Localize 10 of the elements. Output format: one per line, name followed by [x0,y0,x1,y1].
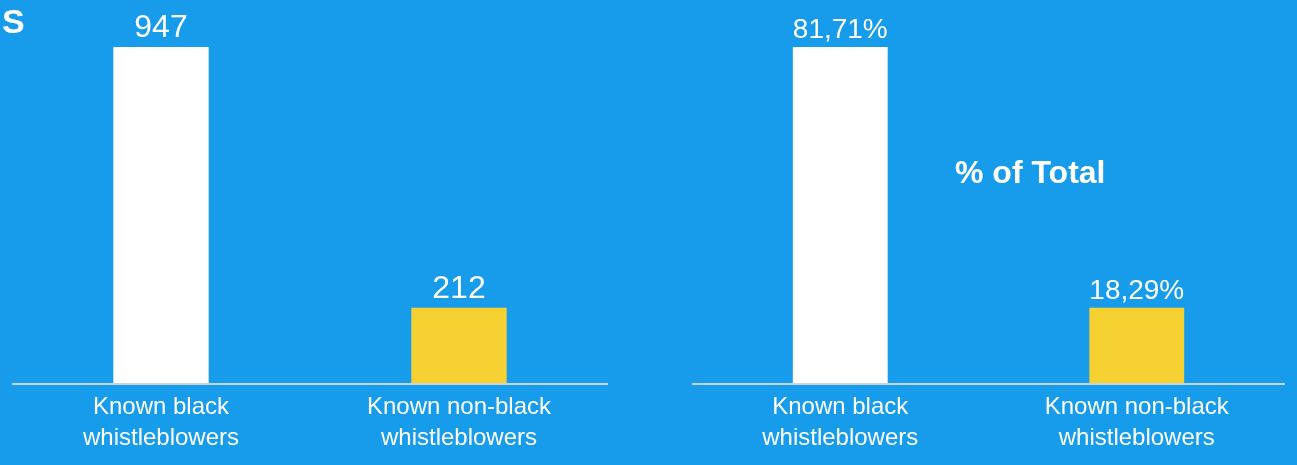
x-tick-label: Known black whistleblowers [761,391,919,450]
x-tick-label: Known black whistleblowers [81,391,240,450]
x-tick-label: Known non-black whistleblowers [366,391,553,450]
x-tick-label: Known non-black whistleblowers [1044,391,1230,450]
annotation: % of Total [955,154,1106,190]
chart-title: S [2,2,25,40]
data-label: 947 [134,8,188,45]
data-label: 212 [432,268,486,305]
data-label: 81,71% [792,12,888,44]
data-label: 18,29% [1089,273,1185,305]
